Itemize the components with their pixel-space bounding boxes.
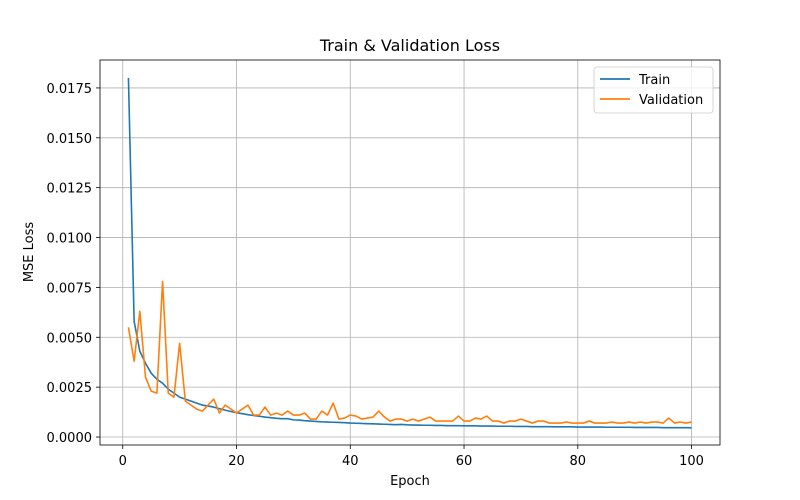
y-tick-label: 0.0100: [47, 232, 93, 247]
y-tick-label: 0.0075: [47, 281, 93, 296]
plot-frame: [99, 59, 721, 446]
y-tick-label: 0.0125: [47, 182, 93, 197]
x-axis-label: Epoch: [390, 474, 430, 489]
y-tick-label: 0.0000: [47, 431, 93, 446]
legend-label-train: Train: [638, 73, 670, 88]
grid: [100, 60, 720, 445]
y-tick-label: 0.0175: [47, 82, 93, 97]
y-tick-label: 0.0050: [47, 331, 93, 346]
x-tick-label: 40: [342, 454, 359, 469]
x-tick-label: 80: [570, 454, 587, 469]
x-tick-label: 100: [679, 454, 704, 469]
legend: Train Validation: [593, 66, 714, 114]
x-tick-label: 20: [228, 454, 245, 469]
series-lines: [127, 77, 692, 429]
legend-label-validation: Validation: [639, 93, 703, 108]
chart-title: Train & Validation Loss: [319, 36, 500, 55]
x-tick-label: 60: [456, 454, 473, 469]
y-tick-label: 0.0025: [47, 381, 93, 396]
y-tick-label: 0.0150: [47, 132, 93, 147]
series-line-validation: [127, 280, 692, 424]
y-axis-label: MSE Loss: [22, 222, 37, 283]
x-tick-label: 0: [119, 454, 127, 469]
axis-ticks: 0 20 40 60 80 100 0.0000 0.0025 0.0050 0.0075 0.01…: [47, 82, 704, 469]
